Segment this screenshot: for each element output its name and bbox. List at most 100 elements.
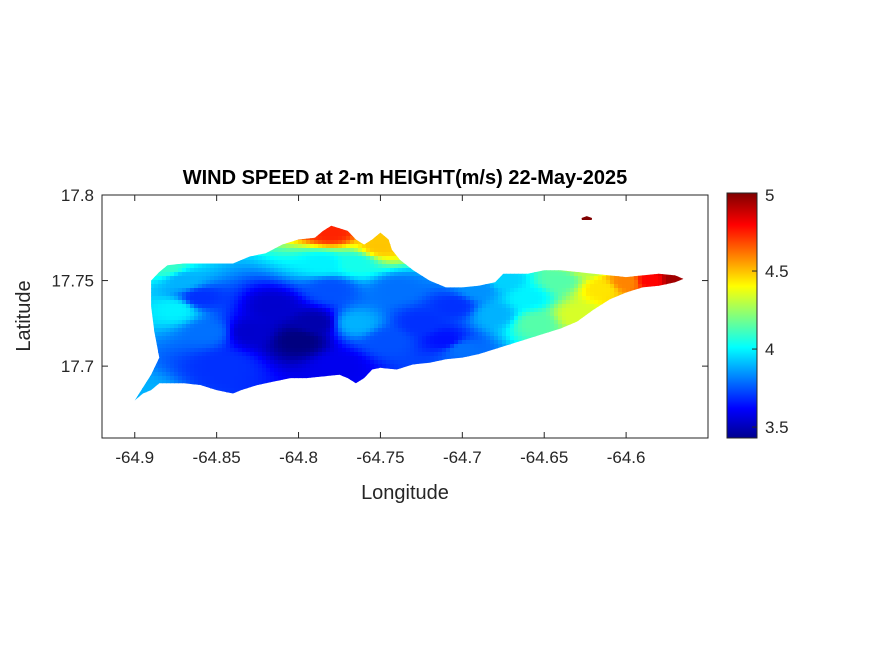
- field-cell: [454, 320, 459, 325]
- field-cell: [330, 280, 335, 285]
- field-cell: [190, 388, 195, 393]
- field-cell: [502, 236, 507, 241]
- field-cell: [322, 296, 327, 301]
- field-cell: [318, 316, 323, 321]
- field-cell: [434, 228, 439, 233]
- field-cell: [314, 268, 319, 273]
- field-cell: [550, 368, 555, 373]
- field-cell: [198, 240, 203, 245]
- field-cell: [330, 244, 335, 249]
- field-cell: [322, 276, 327, 281]
- field-cell: [482, 316, 487, 321]
- field-cell: [410, 300, 415, 305]
- field-cell: [290, 292, 295, 297]
- field-cell: [134, 328, 139, 333]
- field-cell: [294, 228, 299, 233]
- field-cell: [286, 364, 291, 369]
- field-cell: [454, 312, 459, 317]
- field-cell: [526, 364, 531, 369]
- field-cell: [394, 308, 399, 313]
- field-cell: [406, 376, 411, 381]
- field-cell: [382, 376, 387, 381]
- field-cell: [390, 384, 395, 389]
- field-cell: [426, 272, 431, 277]
- field-cell: [514, 400, 519, 401]
- field-cell: [206, 316, 211, 321]
- field-cell: [386, 264, 391, 269]
- field-cell: [190, 376, 195, 381]
- field-cell: [470, 376, 475, 381]
- field-cell: [510, 336, 515, 341]
- field-cell: [242, 312, 247, 317]
- field-cell: [454, 392, 459, 397]
- field-cell: [350, 312, 355, 317]
- field-cell: [426, 284, 431, 289]
- field-cell: [378, 372, 383, 377]
- field-cell: [402, 392, 407, 397]
- field-cell: [130, 328, 135, 333]
- field-cell: [358, 380, 363, 385]
- field-cell: [546, 404, 551, 409]
- field-cell: [254, 312, 259, 317]
- field-cell: [366, 292, 371, 297]
- field-cell: [258, 248, 263, 253]
- field-cell: [518, 248, 523, 253]
- field-cell: [170, 252, 175, 257]
- field-cell: [178, 388, 183, 393]
- field-cell: [378, 244, 383, 249]
- field-cell: [386, 256, 391, 261]
- field-cell: [494, 304, 499, 309]
- field-cell: [174, 240, 179, 245]
- field-cell: [354, 280, 359, 285]
- field-cell: [270, 244, 275, 249]
- field-cell: [306, 368, 311, 373]
- field-cell: [274, 248, 279, 253]
- field-cell: [330, 372, 335, 377]
- field-cell: [166, 225, 171, 229]
- field-cell: [398, 280, 403, 285]
- field-cell: [526, 240, 531, 245]
- field-cell: [150, 296, 155, 301]
- field-cell: [342, 324, 347, 329]
- field-cell: [434, 288, 439, 293]
- field-cell: [522, 336, 527, 341]
- field-cell: [258, 380, 263, 385]
- field-cell: [478, 240, 483, 245]
- field-cell: [454, 328, 459, 333]
- field-cell: [278, 312, 283, 317]
- field-cell: [310, 308, 315, 313]
- field-cell: [418, 328, 423, 333]
- field-cell: [470, 392, 475, 397]
- field-cell: [390, 308, 395, 313]
- field-cell: [286, 280, 291, 285]
- field-cell: [486, 320, 491, 325]
- field-cell: [550, 328, 555, 333]
- field-cell: [402, 352, 407, 357]
- field-cell: [150, 348, 155, 353]
- field-cell: [474, 388, 479, 393]
- field-cell: [354, 344, 359, 349]
- field-cell: [286, 236, 291, 241]
- field-cell: [182, 232, 187, 237]
- field-cell: [434, 280, 439, 285]
- field-cell: [322, 272, 327, 277]
- field-cell: [414, 352, 419, 357]
- field-cell: [366, 260, 371, 265]
- field-cell: [398, 260, 403, 265]
- field-cell: [478, 392, 483, 397]
- field-cell: [334, 300, 339, 305]
- field-cell: [294, 292, 299, 297]
- field-cell: [538, 244, 543, 249]
- field-cell: [314, 340, 319, 345]
- field-cell: [386, 236, 391, 241]
- field-cell: [458, 244, 463, 249]
- field-cell: [510, 276, 515, 281]
- field-cell: [178, 244, 183, 249]
- field-cell: [482, 344, 487, 349]
- field-cell: [406, 336, 411, 341]
- field-cell: [450, 324, 455, 329]
- field-cell: [278, 380, 283, 385]
- field-cell: [302, 368, 307, 373]
- field-cell: [302, 360, 307, 365]
- field-cell: [502, 268, 507, 273]
